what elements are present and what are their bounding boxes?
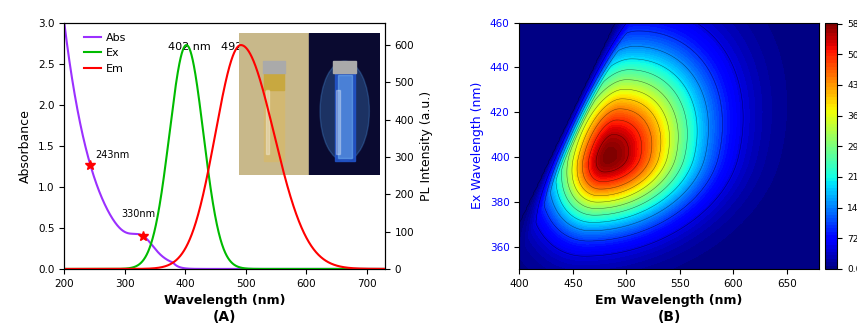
Ex: [75, 267, 86, 271]
Abs: [311, 267, 321, 271]
Y-axis label: Absorbance: Absorbance: [20, 109, 33, 183]
Abs: [215, 267, 225, 271]
Ex: [380, 267, 390, 271]
Line: Abs: Abs: [64, 23, 385, 269]
Em: [312, 251, 322, 255]
Ex: [182, 43, 192, 47]
Text: (B): (B): [657, 310, 680, 324]
Em: [75, 267, 86, 271]
Text: (A): (A): [213, 310, 237, 324]
Em: [380, 267, 390, 271]
Abs: [370, 267, 381, 271]
X-axis label: Em Wavelength (nm): Em Wavelength (nm): [596, 294, 743, 307]
Line: Ex: Ex: [64, 45, 385, 269]
Text: 330nm: 330nm: [122, 209, 156, 219]
Em: [207, 152, 217, 156]
Abs: [75, 123, 86, 127]
Text: 492 nm: 492 nm: [221, 42, 264, 52]
Y-axis label: Ex Wavelength (nm): Ex Wavelength (nm): [471, 82, 484, 210]
Ex: [370, 267, 381, 271]
Abs: [59, 21, 69, 25]
Abs: [380, 267, 390, 271]
Ex: [370, 267, 381, 271]
Abs: [370, 267, 381, 271]
Ex: [312, 267, 322, 271]
Abs: [207, 267, 217, 271]
Em: [215, 107, 225, 110]
Em: [59, 267, 69, 271]
Text: 243nm: 243nm: [96, 150, 130, 160]
Line: Em: Em: [64, 45, 385, 269]
Y-axis label: PL Intensity (a.u.): PL Intensity (a.u.): [420, 91, 433, 201]
Legend: Abs, Ex, Em: Abs, Ex, Em: [80, 28, 131, 78]
Ex: [59, 267, 69, 271]
Ex: [207, 194, 217, 198]
Em: [370, 267, 381, 271]
Ex: [215, 237, 225, 240]
X-axis label: Wavelength (nm): Wavelength (nm): [164, 294, 285, 307]
Text: 402 nm: 402 nm: [168, 42, 211, 52]
Em: [370, 267, 381, 271]
Em: [236, 43, 246, 47]
